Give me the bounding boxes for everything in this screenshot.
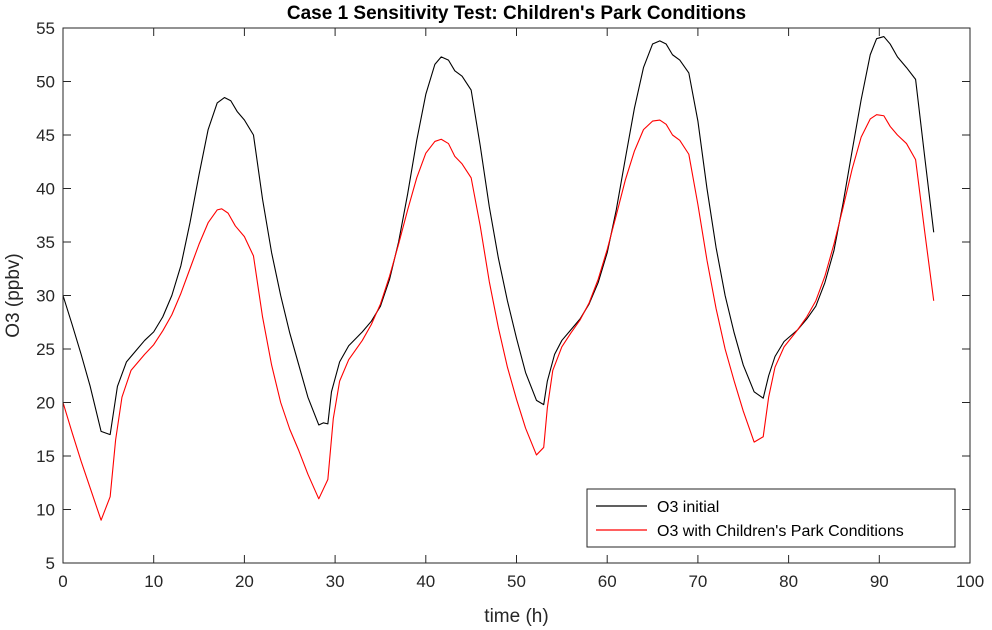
y-tick-label: 55 xyxy=(36,19,55,38)
x-tick-label: 10 xyxy=(144,572,163,591)
x-tick-label: 20 xyxy=(235,572,254,591)
y-tick-label: 25 xyxy=(36,340,55,359)
x-axis-label: time (h) xyxy=(484,606,548,627)
chart-title: Case 1 Sensitivity Test: Children's Park… xyxy=(287,3,746,24)
y-tick-label: 30 xyxy=(36,287,55,306)
y-tick-label: 5 xyxy=(46,554,55,573)
legend-label: O3 initial xyxy=(657,499,719,516)
x-tick-label: 40 xyxy=(416,572,435,591)
legend-label: O3 with Children's Park Conditions xyxy=(657,523,904,540)
y-tick-label: 45 xyxy=(36,126,55,145)
x-tick-label: 80 xyxy=(779,572,798,591)
x-tick-label: 30 xyxy=(326,572,345,591)
legend: O3 initial O3 with Children's Park Condit… xyxy=(586,488,956,548)
x-tick-label: 90 xyxy=(870,572,889,591)
x-axis-ticks: 0 10 20 30 40 50 60 70 80 90 100 xyxy=(58,28,984,591)
y-axis-label: O3 (ppbv) xyxy=(3,253,24,337)
legend-box xyxy=(586,488,956,548)
y-tick-label: 10 xyxy=(36,501,55,520)
series-line-1 xyxy=(62,36,935,436)
x-tick-label: 100 xyxy=(956,572,984,591)
x-tick-label: 70 xyxy=(688,572,707,591)
y-axis-ticks: 5 10 15 20 25 30 35 40 45 50 55 xyxy=(36,19,970,573)
y-tick-label: 15 xyxy=(36,447,55,466)
x-tick-label: 60 xyxy=(598,572,617,591)
series-line-2 xyxy=(62,114,935,521)
x-tick-label: 50 xyxy=(507,572,526,591)
y-tick-label: 20 xyxy=(36,394,55,413)
series-layer xyxy=(62,36,935,521)
y-tick-label: 35 xyxy=(36,233,55,252)
y-tick-label: 40 xyxy=(36,180,55,199)
y-tick-label: 50 xyxy=(36,73,55,92)
x-tick-label: 0 xyxy=(58,572,67,591)
